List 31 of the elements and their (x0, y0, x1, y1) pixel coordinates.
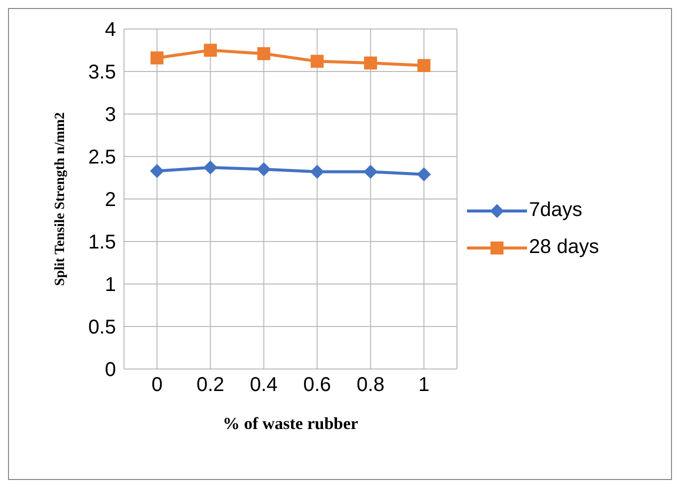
x-axis-title: % of waste rubber (222, 414, 359, 433)
y-tick-label: 0.5 (88, 316, 116, 339)
point (204, 44, 217, 57)
y-tick-label: 1 (104, 274, 116, 296)
x-tick-label: 0.4 (250, 374, 278, 396)
point (150, 51, 164, 64)
point (257, 47, 270, 60)
y-tick-label: 0 (104, 359, 116, 382)
point (256, 162, 271, 176)
y-tick-label: 3 (104, 104, 116, 126)
x-tick-label: 1 (418, 374, 430, 396)
point (416, 167, 431, 182)
x-tick-label: 0 (151, 374, 163, 396)
y-axis-title: Split Tensile Strength n/mm2 (52, 112, 68, 286)
legend-label: 7days (528, 199, 582, 222)
point (417, 59, 430, 72)
y-tick-label: 2 (104, 189, 116, 212)
legend-label: 28 days (528, 236, 599, 259)
point (150, 164, 164, 178)
point (364, 56, 378, 70)
x-tick-label: 0.8 (356, 374, 384, 396)
point (364, 164, 378, 179)
point (203, 160, 218, 175)
y-tick-label: 2.5 (88, 146, 116, 169)
point (310, 164, 324, 179)
y-tick-label: 4 (104, 19, 116, 42)
point (310, 54, 324, 68)
x-tick-label: 0.6 (303, 374, 332, 396)
y-tick-label: 1.5 (88, 232, 116, 254)
x-tick-label: 0.2 (196, 374, 224, 396)
y-tick-label: 3.5 (88, 62, 116, 84)
